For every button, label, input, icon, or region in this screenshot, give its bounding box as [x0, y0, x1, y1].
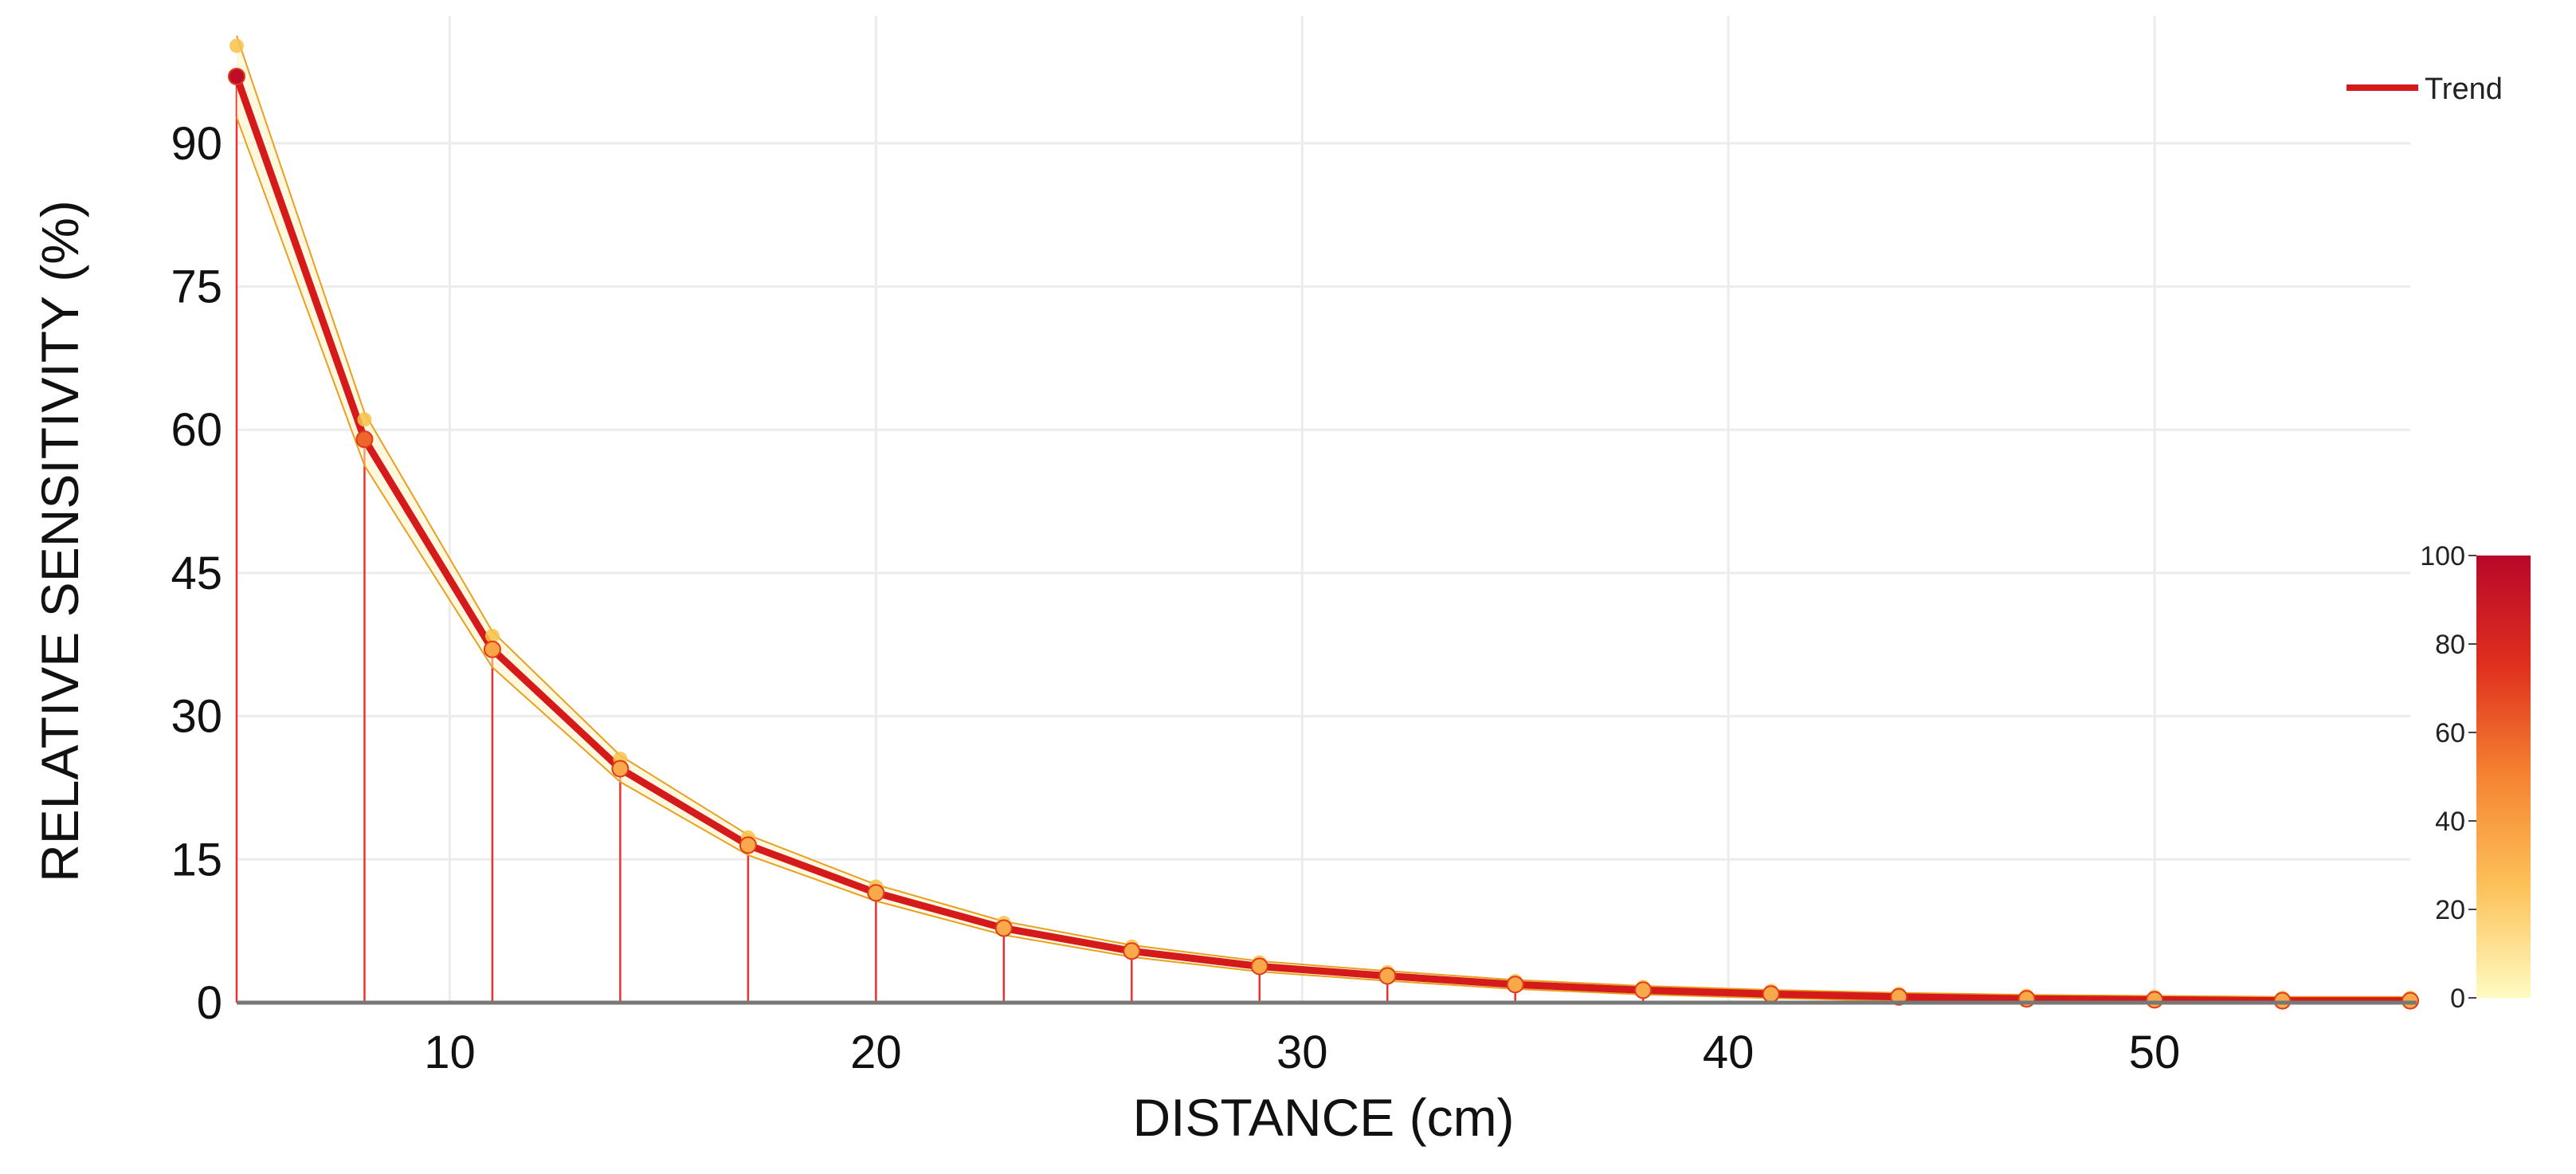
data-point	[739, 836, 757, 854]
data-point	[867, 884, 885, 902]
x-axis-ticks: 10 20 30 40 50	[424, 1027, 2180, 1078]
colorbar-tick-label: 60	[2435, 718, 2465, 748]
series-layer	[228, 38, 2419, 1010]
colorbar-gradient	[2476, 556, 2531, 998]
colorbar-tick-label: 100	[2420, 541, 2465, 571]
data-point	[994, 919, 1013, 937]
colorbar-tick-label: 0	[2450, 984, 2465, 1014]
band-upper-line	[236, 35, 2410, 998]
y-axis-ticks: 0 15 30 45 60 75 90	[171, 118, 222, 1029]
data-point	[1634, 981, 1653, 999]
colorbar-tick-label: 20	[2435, 895, 2465, 925]
x-axis-title: DISTANCE (cm)	[1132, 1088, 1514, 1147]
data-point	[2146, 991, 2164, 1009]
data-point	[355, 430, 374, 449]
band-fill	[237, 35, 2410, 1003]
x-tick-label: 50	[2129, 1027, 2181, 1078]
stems	[235, 76, 2412, 1003]
data-point	[1250, 957, 1268, 976]
colorbar: 0 20 40 60 80 100	[2420, 541, 2531, 1014]
data-point	[611, 760, 629, 778]
colorbar-tick-label: 40	[2435, 807, 2465, 837]
colorbar-tick-label: 80	[2435, 630, 2465, 660]
y-tick-label: 90	[171, 118, 222, 170]
x-tick-label: 40	[1703, 1027, 1755, 1078]
band-point	[357, 412, 372, 427]
band-point	[484, 628, 500, 643]
band-lower-line	[236, 116, 2410, 1003]
colorbar-ticks: 0 20 40 60 80 100	[2420, 541, 2476, 1014]
uncertainty-band	[236, 35, 2410, 1003]
x-tick-label: 30	[1276, 1027, 1328, 1078]
data-point	[1378, 967, 1397, 985]
legend-label-trend: Trend	[2425, 73, 2503, 106]
data-point	[1123, 942, 1141, 960]
data-point	[228, 67, 245, 85]
x-tick-label: 20	[850, 1027, 902, 1078]
y-tick-label: 0	[197, 977, 222, 1029]
data-point	[1762, 985, 1780, 1003]
band-point	[229, 38, 244, 53]
y-tick-label: 75	[171, 261, 222, 313]
series-line-trend	[233, 75, 2410, 1005]
data-point	[483, 640, 501, 658]
legend: Trend	[2347, 73, 2503, 106]
x-tick-label: 10	[424, 1027, 476, 1078]
y-tick-label: 15	[171, 834, 222, 885]
y-tick-label: 30	[171, 691, 222, 743]
y-axis-title: RELATIVE SENSITIVITY (%)	[30, 200, 89, 882]
y-tick-label: 45	[171, 548, 222, 599]
data-point	[1506, 976, 1524, 994]
y-tick-label: 60	[171, 404, 222, 456]
grid	[237, 16, 2410, 1003]
